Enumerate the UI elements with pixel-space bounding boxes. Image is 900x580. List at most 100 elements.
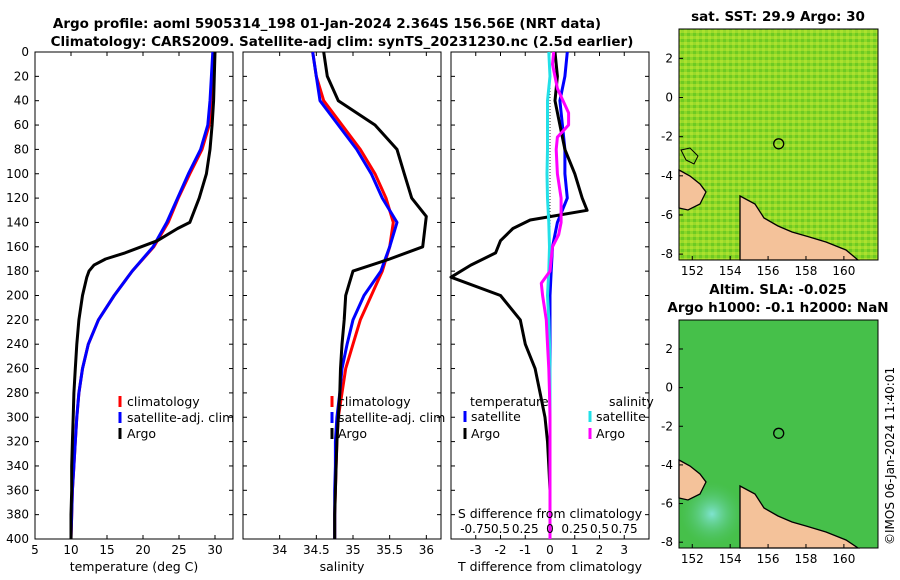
legend-sal-argo-label: Argo [596, 426, 625, 441]
sst-map-field [679, 29, 878, 260]
series-salinity-argo [539, 51, 571, 539]
depth-tick-label: 60 [14, 118, 29, 132]
x-tick-label: 15 [99, 543, 114, 557]
x-tick-label: -1 [519, 543, 531, 557]
map-x-tick-label: 156 [757, 552, 780, 566]
s-diff-tick-label: 0.25 [512, 522, 539, 536]
map-y-tick-label: -2 [661, 130, 673, 144]
sla-map-title-line2: Argo h1000: -0.1 h2000: NaN [667, 300, 888, 316]
sst-map-argo-marker [773, 138, 785, 150]
depth-tick-label: 320 [6, 435, 29, 449]
depth-tick-label: 260 [6, 362, 29, 376]
salinity-panel: 34 34.5 35 35.5 36 salinity climatology sate… [242, 51, 445, 574]
map-y-tick-label: -8 [661, 247, 673, 261]
depth-tick-label: 100 [6, 167, 29, 181]
depth-tick-label: 240 [6, 337, 29, 351]
depth-tick-label: 220 [6, 313, 29, 327]
s-diff-tick-label: -0.75 [460, 522, 491, 536]
figure-title-line1: Argo profile: aoml 5905314_198 01-Jan-20… [53, 16, 601, 32]
x-tick-label: 1 [571, 543, 579, 557]
sla-map-frame [678, 319, 879, 549]
depth-tick-label: 180 [6, 264, 29, 278]
sst-map-land-newireland [678, 168, 707, 211]
depth-tick-label: 20 [14, 69, 29, 83]
sla-map-argo-marker [773, 427, 785, 439]
map-y-tick-label: -6 [661, 208, 673, 222]
map-x-tick-label: 158 [795, 264, 818, 278]
x-tick-label: 0 [546, 543, 554, 557]
x-tick-label: 25 [171, 543, 186, 557]
legend-sal-satellite-label: satellite [596, 409, 646, 424]
difference-legend: temperature satellite Argo salinity sate… [463, 394, 654, 441]
map-x-tick-label: 160 [832, 552, 855, 566]
sst-map-coast [680, 147, 699, 165]
temperature-panel: 0 20 40 60 80 100 120 140 160 180 200 220 240 260 280 3… [6, 45, 234, 574]
legend-satellite-label: satellite-adj. clim [338, 410, 445, 425]
sst-map: sat. SST: 29.9 Argo: 30 152 154 156 158 160 … [661, 9, 879, 278]
x-tick-label: -3 [470, 543, 482, 557]
depth-tick-label: 280 [6, 386, 29, 400]
x-tick-label: 34 [272, 543, 287, 557]
depth-tick-label: 40 [14, 94, 29, 108]
x-tick-label: 3 [620, 543, 628, 557]
salinity-xlabel: salinity [320, 559, 365, 574]
x-tick-label: -2 [495, 543, 507, 557]
sst-map-title: sat. SST: 29.9 Argo: 30 [691, 9, 865, 25]
figure-title-line2: Climatology: CARS2009. Satellite-adj cli… [51, 34, 634, 50]
difference-panel: -3 -2 -1 0 1 2 3 T difference from climatology… [449, 51, 654, 574]
x-tick-label: 30 [207, 543, 222, 557]
map-x-tick-label: 156 [757, 264, 780, 278]
legend-temp-argo-label: Argo [471, 426, 500, 441]
depth-tick-label: 140 [6, 215, 29, 229]
map-x-tick-label: 154 [719, 552, 742, 566]
x-tick-label: 35 [345, 543, 360, 557]
map-y-tick-label: -8 [661, 535, 673, 549]
map-x-tick-label: 152 [681, 552, 704, 566]
legend-argo-label: Argo [127, 426, 156, 441]
map-y-tick-label: 2 [665, 342, 673, 356]
difference-xlabel: T difference from climatology [457, 559, 643, 574]
depth-tick-label: 80 [14, 142, 29, 156]
depth-tick-label: 400 [6, 532, 29, 546]
depth-tick-label: 0 [21, 45, 29, 59]
temperature-axes-frame [34, 51, 234, 540]
legend-climatology-label: climatology [127, 394, 200, 409]
s-difference-axis-label: S difference from climatology [458, 506, 643, 521]
temperature-xlabel: temperature (deg C) [70, 559, 199, 574]
map-y-tick-label: -6 [661, 497, 673, 511]
s-diff-tick-label: 0.25 [561, 522, 588, 536]
depth-tick-label: 380 [6, 508, 29, 522]
x-tick-label: 5 [31, 543, 39, 557]
sla-map-land-newireland [678, 458, 707, 501]
legend-climatology-label: climatology [338, 394, 411, 409]
sst-map-frame [678, 28, 879, 261]
series-argo [322, 51, 428, 539]
series-satellite-adj-clim [69, 51, 215, 540]
depth-tick-label: 120 [6, 191, 29, 205]
map-x-tick-label: 152 [681, 264, 704, 278]
depth-tick-label: 340 [6, 459, 29, 473]
x-tick-label: 2 [596, 543, 604, 557]
map-x-tick-label: 154 [719, 264, 742, 278]
sla-map-title-line1: Altim. SLA: -0.025 [709, 282, 846, 298]
map-y-tick-label: 0 [665, 381, 673, 395]
legend-temperature-header: temperature [470, 394, 549, 409]
map-x-tick-label: 160 [832, 264, 855, 278]
x-tick-label: 10 [63, 543, 78, 557]
depth-tick-label: 200 [6, 289, 29, 303]
x-tick-label: 34.5 [303, 543, 330, 557]
depth-tick-label: 300 [6, 410, 29, 424]
s-diff-tick-label: 0.75 [611, 522, 638, 536]
x-tick-label: 36 [419, 543, 434, 557]
map-y-tick-label: -4 [661, 458, 673, 472]
legend-satellite-label: satellite-adj. clim [127, 410, 234, 425]
map-y-tick-label: -4 [661, 169, 673, 183]
s-diff-tick-label: 0.5 [590, 522, 609, 536]
map-x-tick-label: 158 [795, 552, 818, 566]
map-y-tick-label: 0 [665, 91, 673, 105]
depth-tick-label: 160 [6, 240, 29, 254]
legend-temp-satellite-label: satellite [471, 409, 521, 424]
temperature-legend: climatology satellite-adj. clim Argo [118, 394, 234, 441]
s-diff-tick-label: 0 [546, 522, 554, 536]
series-temperature-argo [449, 51, 589, 539]
